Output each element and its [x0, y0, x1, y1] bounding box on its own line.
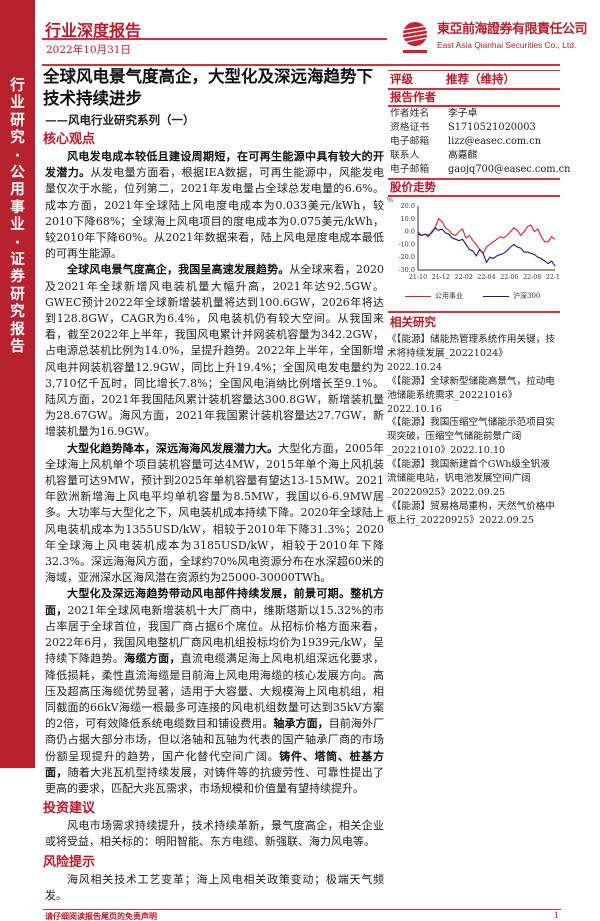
- authors-heading: 报告作者: [390, 90, 436, 104]
- related-research-list: 《【能源】储能热管理系统作用关键，技术将持续发展_20221024》2022.1…: [387, 333, 559, 528]
- y-axis-label: %: [387, 196, 393, 204]
- y-tick-label: 0.0: [405, 228, 415, 236]
- author-table: 作者姓名 李子卓 资格证书 S1710521020003 电子邮箱 lizz@ease…: [390, 107, 570, 177]
- x-tick-label: 22-04: [477, 274, 495, 281]
- related-item[interactable]: 《【能源】我国新建首个GWh级全钒液流储能电站，钒电池发展空间广阔_202209…: [387, 459, 550, 498]
- related-item[interactable]: 《【能源】贸易格局重构，天然气价格中枢上行_20220925》2022.09.2…: [387, 500, 555, 526]
- divider: [388, 311, 560, 313]
- divider: [388, 178, 560, 180]
- divider: [388, 195, 560, 197]
- main-column: 全球风电景气度高企，大型化及深远海趋势下技术持续进步 ——风电行业研究系列（一）…: [43, 66, 561, 921]
- report-title: 全球风电景气度高企，大型化及深远海趋势下技术持续进步: [43, 67, 373, 108]
- series-line-1: [417, 227, 556, 267]
- legend-item: 沪深300: [483, 292, 540, 301]
- stock-heading: 股价走势: [390, 180, 436, 194]
- x-tick-label: 21-10: [409, 274, 427, 281]
- divider: [388, 70, 560, 71]
- x-tick-label: 22-02: [455, 274, 473, 281]
- paragraph: 风电发电成本较低且建设周期短，在可再生能源中具有较大的开发潜力。从发电量方面看，…: [45, 150, 384, 261]
- related-item[interactable]: 《【能源】储能热管理系统作用关键，技术将持续发展_20221024》2022.1…: [387, 334, 555, 373]
- sidebar-band: 行业研究·公用事业·证券研究报告: [0, 0, 35, 768]
- contact-email-link[interactable]: gaojq700@easec.com.cn: [448, 164, 571, 175]
- report-subtitle: ——风电行业研究系列（一）: [45, 113, 195, 127]
- report-date: 2022年10月31日: [46, 44, 131, 56]
- section-heading-core: 核心观点: [43, 132, 96, 147]
- x-tick-label: 22-06: [500, 274, 518, 281]
- paragraph: 大型化趋势降本，深远海海风发展潜力大。大型化方面，2005年全球海上风机单个项目…: [45, 441, 385, 585]
- risk-text: 海风相关技术工艺变革；海上风电相关政策变动；极端天气频发。: [45, 872, 384, 902]
- stock-price-chart: % 20.0 10.0 0.0 -10.0 -20.0 -30.021-10 21-12 22-…: [387, 196, 560, 281]
- author-row: 电子邮箱 gaojq700@easec.com.cn: [390, 164, 571, 175]
- author-email-link[interactable]: lizz@easec.com.cn: [448, 136, 542, 147]
- related-heading: 相关研究: [390, 315, 436, 329]
- series-line-0: [417, 217, 556, 255]
- rating-label: 评级: [390, 72, 413, 86]
- divider: [42, 64, 560, 66]
- company-name: 東亞前海證券有限責任公司: [437, 22, 588, 37]
- author-row: 作者姓名 李子卓: [390, 108, 478, 119]
- divider: [388, 88, 560, 90]
- x-tick-label: 21-12: [432, 274, 450, 281]
- report-type: 行业深度报告: [45, 21, 142, 40]
- page-number: 1: [553, 911, 559, 921]
- chart-legend: 公用事业 沪深300: [405, 292, 540, 301]
- x-tick-label: 22-10: [546, 274, 560, 281]
- investment-text: 风电市场需求持续提升，技术持续革新，景气度高企，相关企业或将受益，相关标的：明阳…: [45, 819, 384, 849]
- company-name-en: East Asia Qianhai Securities Co., Ltd.: [437, 40, 577, 50]
- legend-item: 公用事业: [405, 292, 463, 301]
- disclaimer-note: 请仔细阅读报告尾页的免责声明: [45, 911, 157, 921]
- y-tick-label: -20.0: [398, 253, 415, 261]
- paragraph: 全球风电景气度高企，我国呈高速发展趋势。从全球来看，2020及2021年全球新增…: [45, 263, 384, 439]
- report-body: 风电发电成本较低且建设周期短，在可再生能源中具有较大的开发潜力。从发电量方面看，…: [43, 149, 384, 904]
- author-row: 电子邮箱 lizz@easec.com.cn: [390, 136, 542, 147]
- y-tick-label: 10.0: [401, 215, 415, 223]
- x-tick-label: 22-08: [523, 274, 541, 281]
- related-item[interactable]: 《【能源】全球新型储能高景气，拉动电池储能系统需求_20221016》2022.…: [387, 375, 555, 415]
- company-logo-icon: [402, 22, 428, 53]
- author-row: 资格证书 S1710521020003: [390, 122, 536, 133]
- y-tick-label: -10.0: [398, 240, 415, 248]
- divider: [388, 105, 560, 107]
- page-footer: 请仔细阅读报告尾页的免责声明 1: [43, 908, 561, 921]
- sidebar-category-text: 行业研究·公用事业·证券研究报告: [10, 78, 25, 356]
- y-tick-label: -30.0: [398, 266, 415, 274]
- related-item[interactable]: 《【能源】我国压缩空气储能示范项目实现突破，压缩空气储能前景广阔_2022101…: [387, 417, 555, 457]
- divider: [42, 38, 387, 40]
- rating-value: 推荐（维持）: [446, 72, 515, 86]
- y-tick-label: 20.0: [401, 202, 415, 210]
- author-row: 联系人 高嘉麒: [390, 150, 478, 161]
- paragraph: 大型化及深远海趋势带动风电部件持续发展，前景可期。整机方面，2021年全球风电新…: [45, 587, 385, 795]
- section-heading-investment: 投资建议: [43, 801, 96, 817]
- section-heading-risk: 风险提示: [43, 854, 96, 870]
